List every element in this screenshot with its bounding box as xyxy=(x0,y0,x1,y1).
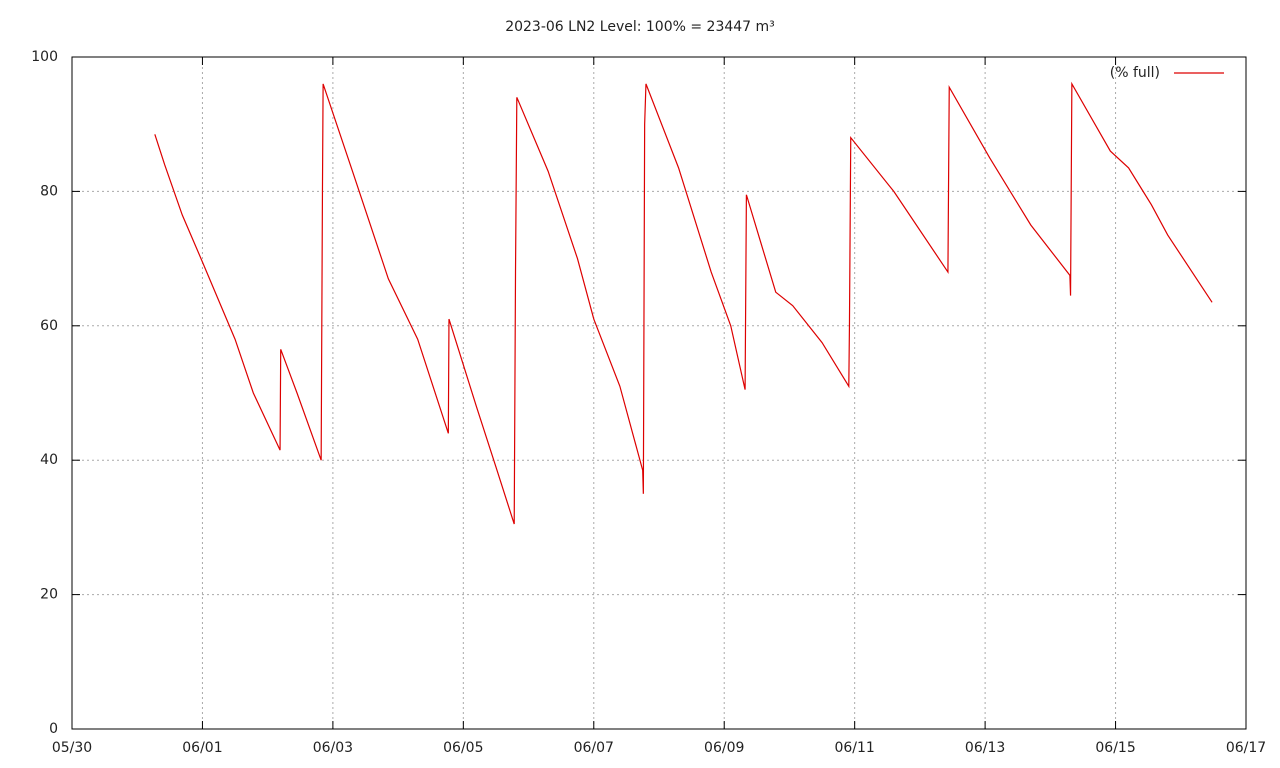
x-tick-label: 05/30 xyxy=(52,740,92,756)
y-tick-label: 20 xyxy=(40,587,58,603)
x-tick-label: 06/11 xyxy=(834,740,874,756)
plot-border xyxy=(71,56,1247,730)
x-tick-label: 06/03 xyxy=(313,740,353,756)
y-tick-label: 100 xyxy=(31,49,58,65)
data-line xyxy=(154,81,1213,525)
y-tick-label: 60 xyxy=(40,318,58,334)
chart-title: 2023-06 LN2 Level: 100% = 23447 m³ xyxy=(505,19,775,35)
x-tick-label: 06/15 xyxy=(1095,740,1135,756)
y-tick-label: 40 xyxy=(40,452,58,468)
x-tick-label: 06/07 xyxy=(574,740,614,756)
x-tick-label: 06/09 xyxy=(704,740,744,756)
x-tick-label: 06/13 xyxy=(965,740,1005,756)
legend-label: (% full) xyxy=(1110,65,1160,81)
x-tick-label: 06/17 xyxy=(1226,740,1266,756)
y-tick-label: 0 xyxy=(49,721,58,737)
y-tick-label: 80 xyxy=(40,183,58,199)
x-tick-label: 06/01 xyxy=(182,740,222,756)
x-tick-label: 06/05 xyxy=(443,740,483,756)
